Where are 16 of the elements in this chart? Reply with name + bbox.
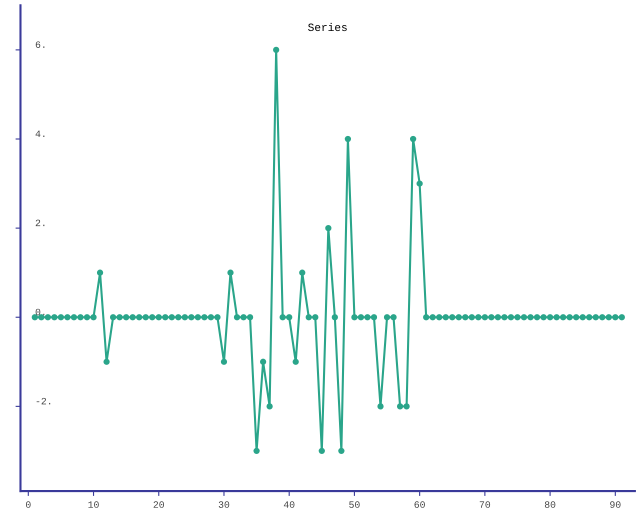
x-tick-label: 90 (610, 501, 621, 508)
y-tick-label: 6. (36, 41, 44, 48)
x-tick-label: 40 (284, 501, 294, 508)
x-tick-label: 10 (88, 501, 99, 508)
x-tick-label: 0 (26, 501, 31, 508)
x-tick-label: 20 (154, 501, 164, 508)
x-tick-label: 60 (414, 501, 425, 508)
y-tick-label: 0. (36, 308, 44, 316)
x-tick-label: 30 (218, 501, 230, 508)
x-tick-label: 70 (480, 501, 490, 508)
y-tick-label: 2. (36, 220, 44, 226)
text: Series (308, 22, 347, 32)
y-tick-label: -2. (36, 398, 50, 404)
y-tick-label: 4. (36, 130, 44, 137)
x-tick-label: 50 (349, 501, 360, 508)
x-tick-label: 80 (544, 501, 556, 508)
